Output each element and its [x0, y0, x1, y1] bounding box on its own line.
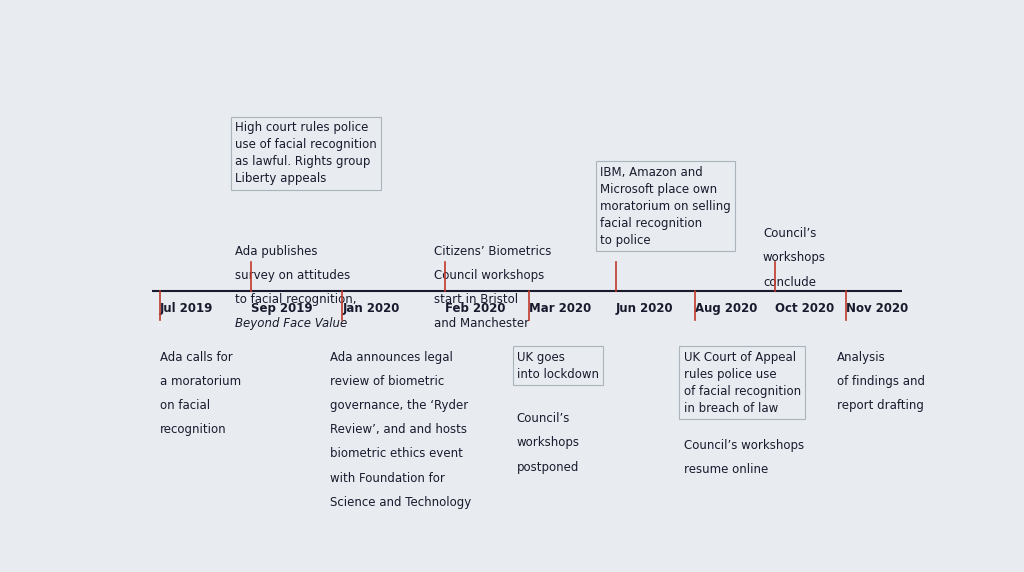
Text: and Manchester: and Manchester: [433, 317, 528, 331]
Text: conclude: conclude: [763, 276, 816, 289]
Text: IBM, Amazon and
Microsoft place own
moratorium on selling
facial recognition
to : IBM, Amazon and Microsoft place own mora…: [600, 165, 731, 247]
Text: a moratorium: a moratorium: [160, 375, 241, 388]
Text: review of biometric: review of biometric: [331, 375, 444, 388]
Text: Science and Technology: Science and Technology: [331, 496, 472, 509]
Text: Beyond Face Value: Beyond Face Value: [236, 317, 347, 331]
Text: of findings and: of findings and: [837, 375, 925, 388]
Text: UK goes
into lockdown: UK goes into lockdown: [517, 351, 599, 380]
Text: Council’s: Council’s: [763, 227, 816, 240]
Text: Nov 2020: Nov 2020: [846, 302, 908, 315]
Text: governance, the ‘Ryder: governance, the ‘Ryder: [331, 399, 469, 412]
Text: Feb 2020: Feb 2020: [445, 302, 506, 315]
Text: Jul 2019: Jul 2019: [160, 302, 213, 315]
Text: High court rules police
use of facial recognition
as lawful. Rights group
Libert: High court rules police use of facial re…: [236, 121, 377, 185]
Text: report drafting: report drafting: [837, 399, 924, 412]
Text: with Foundation for: with Foundation for: [331, 472, 445, 484]
Text: biometric ethics event: biometric ethics event: [331, 447, 463, 460]
Text: UK Court of Appeal
rules police use
of facial recognition
in breach of law: UK Court of Appeal rules police use of f…: [684, 351, 801, 415]
Text: recognition: recognition: [160, 423, 226, 436]
Text: Council’s workshops: Council’s workshops: [684, 439, 804, 452]
Text: Analysis: Analysis: [837, 351, 886, 364]
Text: survey on attitudes: survey on attitudes: [236, 269, 350, 282]
Text: Ada publishes: Ada publishes: [236, 245, 317, 258]
Text: Citizens’ Biometrics: Citizens’ Biometrics: [433, 245, 551, 258]
Text: on facial: on facial: [160, 399, 210, 412]
Text: start in Bristol: start in Bristol: [433, 293, 518, 306]
Text: Aug 2020: Aug 2020: [695, 302, 758, 315]
Text: Review’, and and hosts: Review’, and and hosts: [331, 423, 467, 436]
Text: resume online: resume online: [684, 463, 768, 476]
Text: Ada announces legal: Ada announces legal: [331, 351, 454, 364]
Text: postponed: postponed: [517, 460, 580, 474]
Text: Oct 2020: Oct 2020: [775, 302, 834, 315]
Text: Mar 2020: Mar 2020: [528, 302, 591, 315]
Text: workshops: workshops: [517, 436, 580, 450]
Text: Jan 2020: Jan 2020: [342, 302, 399, 315]
Text: Council workshops: Council workshops: [433, 269, 544, 282]
Text: Council’s: Council’s: [517, 412, 570, 425]
Text: workshops: workshops: [763, 252, 826, 264]
Text: Ada calls for: Ada calls for: [160, 351, 232, 364]
Text: to facial recognition,: to facial recognition,: [236, 293, 356, 306]
Text: Jun 2020: Jun 2020: [616, 302, 674, 315]
Text: Sep 2019: Sep 2019: [251, 302, 312, 315]
